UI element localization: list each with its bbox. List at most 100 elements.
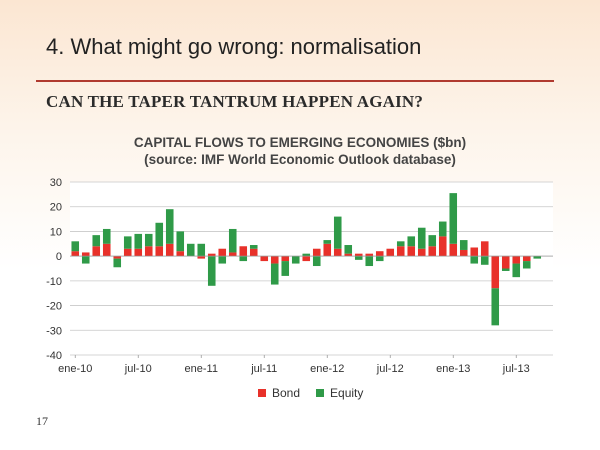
bar-equity [323, 240, 332, 244]
bar-bond [165, 243, 174, 257]
bar-equity [354, 256, 363, 260]
title-rule [36, 80, 554, 82]
bar-equity [480, 256, 489, 265]
bar-equity [449, 193, 458, 244]
bar-equity [270, 263, 279, 285]
bar-bond [92, 246, 101, 257]
bar-equity [81, 256, 90, 264]
bar-equity [281, 261, 290, 276]
bar-bond [228, 252, 237, 257]
bar-bond [512, 256, 521, 264]
y-tick-label: 20 [50, 202, 62, 214]
bar-bond [312, 248, 321, 257]
x-tick-label: ene-12 [310, 363, 344, 375]
bar-bond [323, 243, 332, 257]
bar-equity [165, 209, 174, 244]
bar-equity [144, 233, 153, 247]
bar-bond [449, 243, 458, 257]
bar-bond [470, 247, 479, 257]
slide-number: 17 [36, 414, 48, 428]
bar-equity [533, 256, 542, 259]
bar-bond [155, 246, 164, 257]
bar-bond [207, 253, 216, 257]
chart-source: (source: IMF World Economic Outlook data… [144, 152, 456, 167]
bar-bond [113, 256, 122, 259]
bar-equity [417, 227, 426, 249]
bar-equity [302, 253, 311, 257]
bar-equity [344, 245, 353, 254]
bar-equity [375, 256, 384, 262]
y-tick-label: 30 [50, 177, 62, 189]
y-tick-label: -30 [46, 325, 62, 337]
bar-equity [207, 256, 216, 286]
bar-bond [81, 252, 90, 257]
x-tick-label: jul-13 [502, 363, 530, 375]
bar-equity [249, 245, 258, 249]
bar-equity [134, 233, 143, 249]
bar-equity [459, 240, 468, 250]
bar-bond [491, 256, 500, 289]
bar-bond [375, 251, 384, 257]
bar-equity [186, 243, 195, 257]
bar-bond [344, 253, 353, 257]
bar-equity [365, 256, 374, 267]
bar-equity [501, 268, 510, 271]
bar-bond [102, 243, 111, 257]
bar-equity [470, 256, 479, 264]
legend-label-equity: Equity [330, 386, 364, 400]
bar-bond [270, 256, 279, 264]
bar-equity [428, 235, 437, 247]
bar-bond [438, 236, 447, 257]
bar-equity [291, 256, 300, 264]
bar-equity [491, 288, 500, 326]
legend-swatch-bond [258, 389, 266, 397]
x-tick-label: ene-10 [58, 363, 92, 375]
bar-bond [71, 251, 80, 257]
bar-bond [459, 249, 468, 257]
bar-equity [197, 243, 206, 257]
bar-bond [333, 248, 342, 257]
bar-bond [354, 253, 363, 257]
bar-bond [144, 246, 153, 257]
x-tick-label: jul-10 [124, 363, 152, 375]
y-tick-label: 0 [56, 251, 62, 263]
bar-equity [239, 256, 248, 262]
x-tick-label: jul-11 [250, 363, 277, 375]
bar-bond [134, 248, 143, 257]
bar-equity [102, 228, 111, 244]
plot-area [70, 182, 553, 355]
bar-bond [428, 246, 437, 257]
bar-equity [522, 261, 531, 269]
chart-bars [71, 193, 542, 326]
bar-bond [281, 256, 290, 262]
bar-equity [438, 221, 447, 237]
bar-equity [396, 241, 405, 247]
bar-equity [312, 256, 321, 267]
bar-equity [512, 263, 521, 278]
bar-equity [92, 235, 101, 247]
bar-equity [218, 256, 227, 264]
chart-title: CAPITAL FLOWS TO EMERGING ECONOMIES ($bn… [133, 135, 467, 150]
bar-equity [333, 216, 342, 249]
chart-legend: Bond Equity [258, 386, 363, 400]
bar-bond [302, 256, 311, 262]
bar-bond [396, 246, 405, 257]
chart-grid [70, 181, 553, 356]
bar-bond [501, 256, 510, 269]
bar-bond [480, 241, 489, 257]
bar-bond [522, 256, 531, 262]
bar-equity [228, 228, 237, 253]
bar-bond [417, 248, 426, 257]
x-tick-label: ene-11 [185, 363, 218, 375]
bar-bond [386, 248, 395, 257]
bar-equity [113, 258, 122, 268]
bar-bond [197, 256, 206, 259]
bar-bond [218, 248, 227, 257]
bar-bond [260, 256, 269, 262]
bar-bond [249, 248, 258, 257]
y-tick-label: 10 [50, 226, 62, 238]
x-tick-label: jul-12 [376, 363, 404, 375]
bar-bond [407, 246, 416, 257]
bar-bond [365, 253, 374, 257]
